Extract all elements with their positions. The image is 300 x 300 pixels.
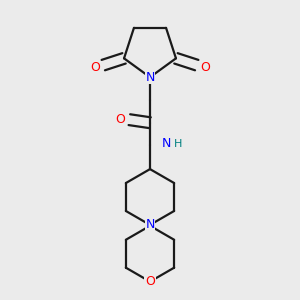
Text: H: H (174, 139, 182, 149)
Text: O: O (145, 275, 155, 288)
Text: O: O (115, 113, 125, 126)
Text: N: N (145, 218, 155, 231)
Text: O: O (90, 61, 100, 74)
Text: O: O (200, 61, 210, 74)
Text: N: N (162, 136, 171, 149)
Text: N: N (145, 71, 155, 84)
